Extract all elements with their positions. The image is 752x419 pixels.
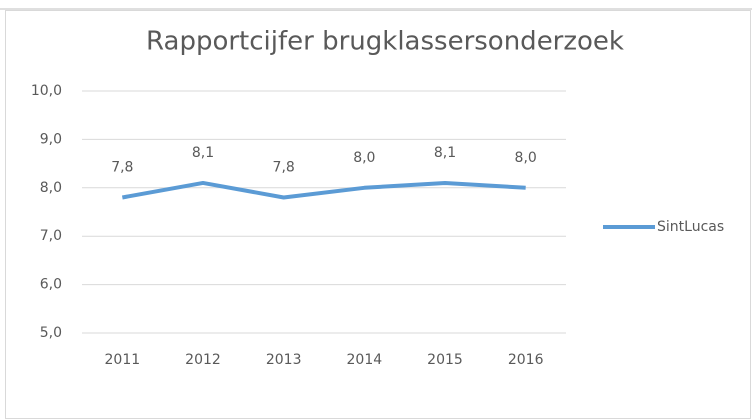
legend-label: SintLucas (657, 219, 724, 235)
y-tick-label: 5,0 (40, 325, 62, 341)
x-tick-label: 2014 (347, 352, 383, 368)
y-tick-label: 7,0 (40, 228, 62, 244)
x-tick-label: 2015 (427, 352, 463, 368)
x-tick-label: 2012 (185, 352, 221, 368)
data-label: 8,1 (434, 145, 456, 161)
chart-title: Rapportcijfer brugklassersonderzoek (146, 27, 624, 57)
data-label: 8,0 (353, 150, 375, 166)
data-label: 8,0 (515, 150, 537, 166)
x-tick-label: 2016 (508, 352, 544, 368)
top-strip (0, 0, 752, 9)
data-label: 7,8 (273, 159, 295, 175)
line-series (121, 180, 526, 200)
data-label: 8,1 (192, 145, 214, 161)
y-tick-label: 10,0 (31, 83, 62, 99)
x-tick-label: 2011 (105, 352, 141, 368)
y-tick-label: 6,0 (40, 277, 62, 293)
y-tick-label: 9,0 (40, 131, 62, 147)
data-label: 7,8 (111, 159, 133, 175)
x-tick-label: 2013 (266, 352, 302, 368)
y-tick-label: 8,0 (40, 180, 62, 196)
